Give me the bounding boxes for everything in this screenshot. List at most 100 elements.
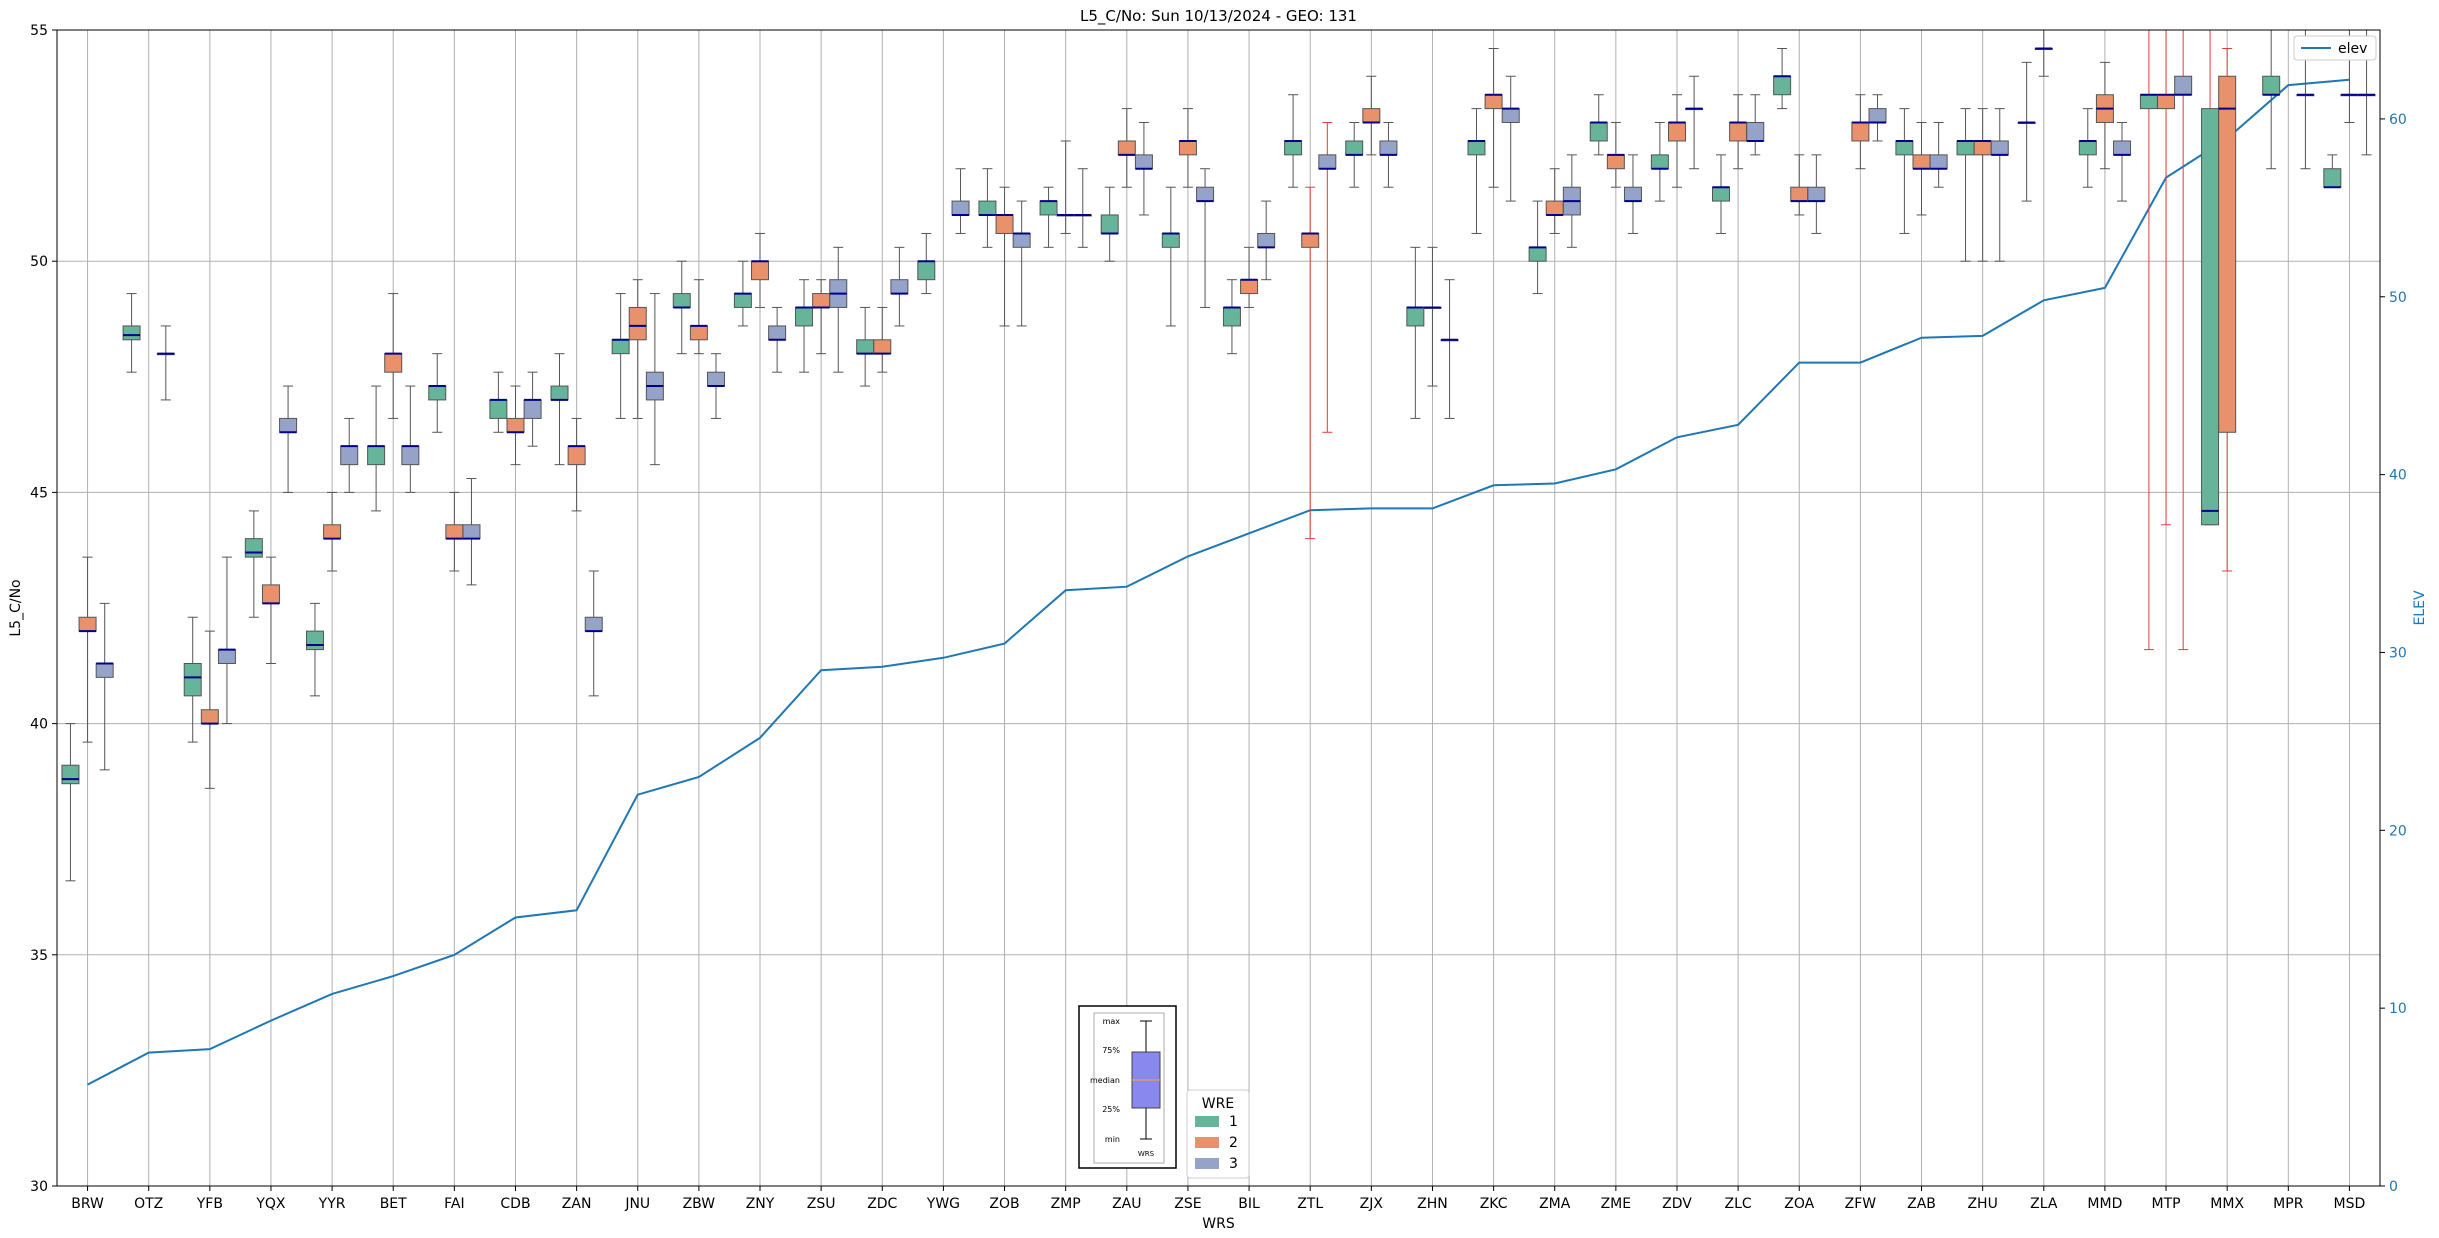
wre-legend-frame (1186, 1089, 1250, 1179)
box-2-BRW (78, 556, 97, 743)
box-body (2078, 140, 2097, 156)
box-body (1100, 214, 1119, 234)
box-3-ZME (1623, 154, 1642, 234)
box-2-ZSU (812, 279, 831, 355)
box-body (462, 524, 481, 540)
wre-legend: max 75% median 25% min WRS WRE 1 2 3 (1078, 1005, 1250, 1179)
box-3-BIL (1257, 200, 1276, 281)
x-tick-label: ZFW (1845, 1196, 1877, 1212)
box-1-ZLA (2017, 61, 2036, 202)
box-1-ZME (1589, 94, 1608, 156)
box-body (489, 399, 508, 419)
box-1-BIL (1222, 279, 1241, 355)
box-3-ZAN (584, 570, 603, 697)
x-tick-label: ZHU (1967, 1196, 1997, 1212)
box-body (995, 214, 1014, 234)
wre-legend-title: WRE (1202, 1096, 1234, 1112)
box-2-YYR (323, 491, 342, 572)
box-body (1501, 108, 1520, 123)
elev-legend-frame (2293, 35, 2377, 61)
box-1-ZAN (550, 353, 569, 466)
box-body (1929, 154, 1948, 170)
box-1-YWG (917, 232, 936, 295)
box-3-ZHU (1990, 108, 2009, 262)
box-3-ZOA (1807, 154, 1826, 234)
box-body (1729, 121, 1748, 142)
box-body (1178, 140, 1197, 156)
box-body (261, 584, 280, 604)
elev-legend: elev (2293, 35, 2377, 61)
x-tick-label: ZOA (1784, 1196, 1814, 1212)
box-3-YFB (217, 556, 236, 725)
box-1-ZTL (1284, 94, 1303, 188)
box-1-ZOA (1773, 47, 1792, 110)
box-3-ZSE (1196, 168, 1215, 308)
box-body (1956, 140, 1975, 156)
wre-legend-label: 1 (1229, 1114, 1238, 1130)
x-tick-label: ZHN (1417, 1196, 1448, 1212)
y2-tick-label: 40 (2389, 468, 2407, 484)
box-1-ZSU (795, 279, 814, 373)
box-3-ZHN (1440, 279, 1459, 419)
box-2-ZTL (1301, 186, 1320, 540)
box-3-ZNY (768, 306, 787, 373)
box-1-ZJX (1345, 121, 1364, 188)
box-body (1868, 108, 1887, 123)
box-body (1746, 121, 1765, 142)
x-tick-label: ZLA (2030, 1196, 2058, 1212)
box-3-MMD (2113, 121, 2132, 202)
box-3-JNU (645, 293, 664, 466)
x-tick-label: ZSE (1174, 1196, 1201, 1212)
box-3-ZDV (1685, 75, 1704, 170)
box-body (917, 260, 936, 281)
x-tick-label: ZJX (1360, 1196, 1384, 1212)
box-3-ZLC (1746, 94, 1765, 156)
box-1-MSD (2323, 154, 2342, 189)
box-2-YQX (261, 556, 280, 664)
box-2-ZMP (1056, 140, 1075, 234)
box-2-ZDC (873, 306, 892, 373)
box-1-ZLC (1712, 154, 1731, 234)
x-tick-label: ZMP (1051, 1196, 1081, 1212)
box-body (1240, 279, 1259, 295)
y2-tick-label: 0 (2389, 1179, 2398, 1195)
box-body (1606, 154, 1625, 170)
box-body (1990, 140, 2009, 156)
box-2-ZBW (689, 279, 708, 355)
box-3-ZBW (706, 353, 725, 419)
box-body (1196, 186, 1215, 202)
x-tick-label: MMX (2210, 1196, 2244, 1212)
box-2-ZHN (1423, 246, 1442, 387)
y2-axis-label: ELEV (2412, 590, 2428, 625)
box-body (122, 325, 141, 341)
box-body (244, 538, 263, 558)
plot-frame (56, 29, 2381, 1187)
wre-legend-swatch (1195, 1116, 1219, 1127)
x-tick-label: ZAN (562, 1196, 592, 1212)
box-body (951, 200, 970, 216)
x-tick-label: YWG (926, 1196, 960, 1212)
y-tick-label: 30 (30, 1179, 48, 1195)
box-1-BET (367, 385, 386, 512)
box-body (1667, 121, 1686, 142)
box-body (2323, 168, 2342, 188)
box-1-ZDV (1650, 121, 1669, 202)
box-2-ZMA (1545, 168, 1564, 234)
box-body (78, 616, 97, 632)
x-tick-label: ZOB (989, 1196, 1019, 1212)
x-tick-label: MPR (2273, 1196, 2304, 1212)
box-2-ZDV (1667, 94, 1686, 188)
box-3-ZTL (1318, 121, 1337, 433)
box-1-ZNY (733, 260, 752, 327)
box-body (584, 616, 603, 632)
box-3-YQX (279, 385, 298, 493)
box-2-ZME (1606, 121, 1625, 188)
box-body (1379, 140, 1398, 156)
box-2-ZNY (751, 232, 770, 308)
box-3-ZSU (829, 246, 848, 373)
box-3-FAI (462, 478, 481, 586)
box-body (1912, 154, 1931, 170)
box-body (2201, 108, 2220, 526)
box-body (689, 325, 708, 341)
box-body (523, 399, 542, 419)
